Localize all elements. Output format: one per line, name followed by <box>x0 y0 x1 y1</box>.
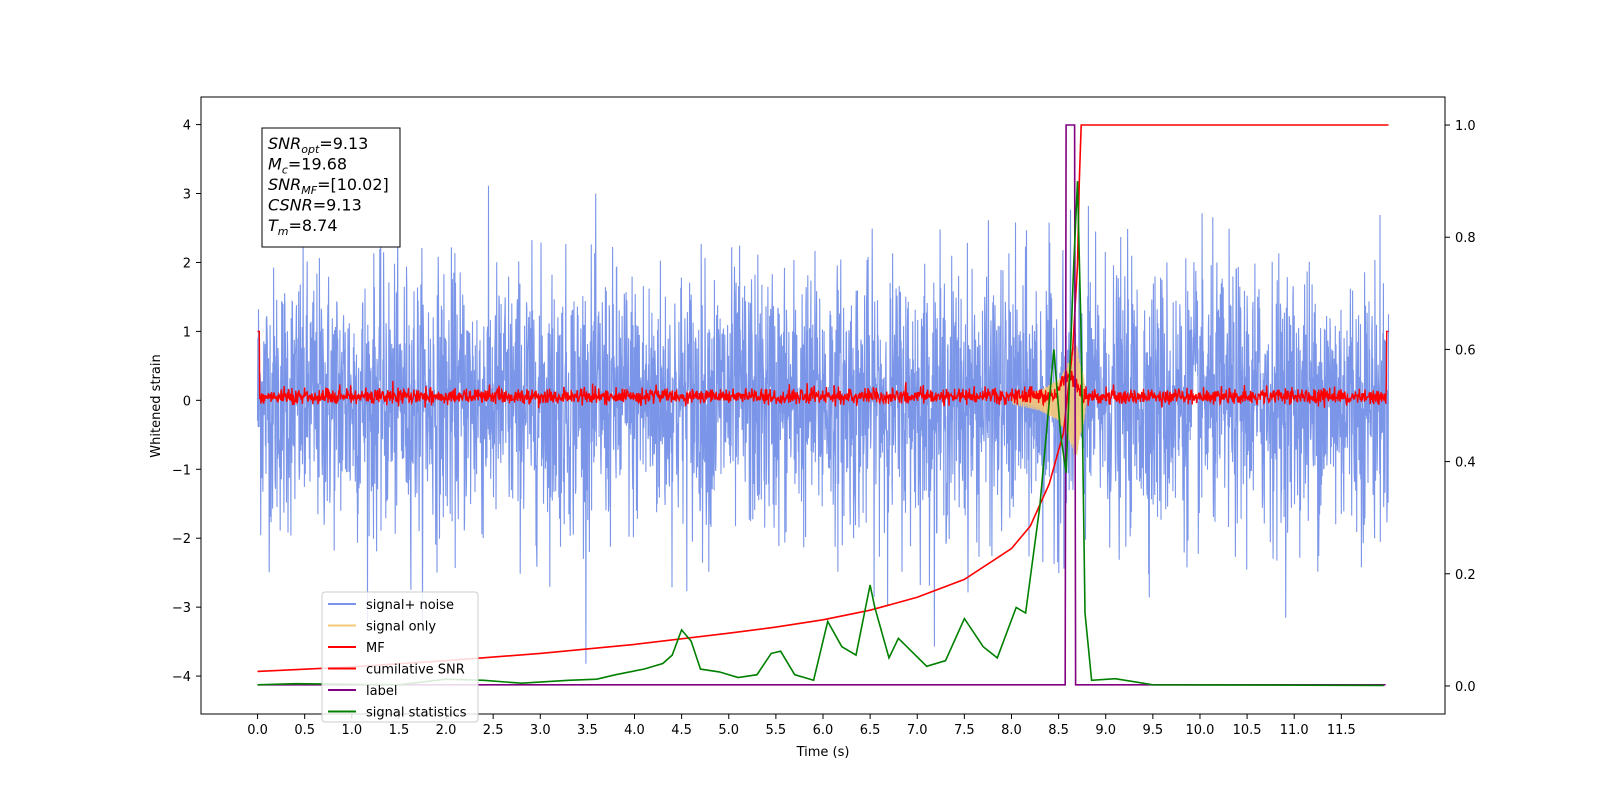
x-tick-label: 8.0 <box>1001 723 1022 738</box>
x-tick-label: 9.0 <box>1095 723 1116 738</box>
y-tick-label: −1 <box>172 463 191 478</box>
series-signal-noise <box>256 185 1390 664</box>
x-tick-label: 11.0 <box>1280 723 1309 738</box>
y-tick-label: −2 <box>172 532 191 547</box>
legend-label: label <box>366 684 397 699</box>
legend: signal+ noise signal only MF cumilative SNR… <box>321 591 479 723</box>
x-tick-label: 2.0 <box>436 723 457 738</box>
x-tick-label: 4.5 <box>671 723 692 738</box>
series-mf <box>257 330 1389 409</box>
x-tick-label: 10.0 <box>1185 723 1214 738</box>
y2-tick-label: 0.4 <box>1455 456 1476 471</box>
annotation-line: Mc=19.68 <box>268 155 347 177</box>
y-tick-label: 2 <box>183 256 191 271</box>
annotation-line: SNRopt=9.13 <box>268 134 368 156</box>
x-tick-label: 3.0 <box>530 723 551 738</box>
y-axis-label: Whitened strain <box>149 354 164 457</box>
y-tick-label: 0 <box>183 394 191 409</box>
x-tick-label: 8.5 <box>1048 723 1069 738</box>
legend-label: cumilative SNR <box>366 663 465 678</box>
series-cumulative-snr <box>257 124 1389 673</box>
annotation-box <box>261 127 401 248</box>
plot-area <box>256 124 1390 687</box>
x-axis: 0.0 0.5 1.0 1.5 2.0 2.5 3.0 3.5 4.0 4.5 5.0 5.5 6.0 6… <box>247 714 1356 738</box>
y2-tick-label: 0.0 <box>1455 680 1476 695</box>
x-tick-label: 10.5 <box>1233 723 1262 738</box>
legend-label: signal statistics <box>366 706 467 721</box>
series-label <box>257 124 1386 686</box>
annotation-line: Tm=8.74 <box>268 216 338 238</box>
x-tick-label: 1.5 <box>389 723 410 738</box>
y2-tick-label: 1.0 <box>1455 119 1476 134</box>
y-tick-label: 1 <box>183 325 191 340</box>
y2-tick-label: 0.8 <box>1455 231 1476 246</box>
legend-label: signal only <box>366 620 436 635</box>
y-tick-label: 4 <box>183 119 191 134</box>
x-tick-label: 3.5 <box>577 723 598 738</box>
legend-label: MF <box>366 641 385 656</box>
x-tick-label: 4.0 <box>624 723 645 738</box>
x-tick-label: 9.5 <box>1143 723 1164 738</box>
legend-label: signal+ noise <box>366 598 454 613</box>
y-axis: 4 3 2 1 0 −1 −2 −3 −4 <box>172 119 201 685</box>
y-tick-label: −4 <box>172 670 191 685</box>
x-tick-label: 7.5 <box>954 723 975 738</box>
x-tick-label: 0.5 <box>294 723 315 738</box>
y2-tick-label: 0.2 <box>1455 568 1476 583</box>
x-tick-label: 1.0 <box>341 723 362 738</box>
x-tick-label: 7.0 <box>907 723 928 738</box>
y2-axis: 1.0 0.8 0.6 0.4 0.2 0.0 <box>1445 119 1476 695</box>
series-signal-statistics <box>257 181 1384 687</box>
x-tick-label: 2.5 <box>483 723 504 738</box>
x-tick-label: 5.0 <box>718 723 739 738</box>
y-tick-label: 3 <box>183 188 191 203</box>
stats-annotation: SNRopt=9.13Mc=19.68SNRMF=[10.02]CSNR=9.1… <box>261 127 401 248</box>
legend-box <box>321 591 479 723</box>
annotation-line: CSNR=9.13 <box>268 196 362 215</box>
x-tick-label: 11.5 <box>1327 723 1356 738</box>
x-tick-label: 0.0 <box>247 723 268 738</box>
x-tick-label: 6.0 <box>813 723 834 738</box>
x-tick-label: 6.5 <box>860 723 881 738</box>
x-tick-label: 5.5 <box>766 723 787 738</box>
y2-tick-label: 0.6 <box>1455 343 1476 358</box>
y-tick-label: −3 <box>172 601 191 616</box>
x-axis-label: Time (s) <box>796 745 850 760</box>
annotation-line: SNRMF=[10.02] <box>268 175 389 197</box>
